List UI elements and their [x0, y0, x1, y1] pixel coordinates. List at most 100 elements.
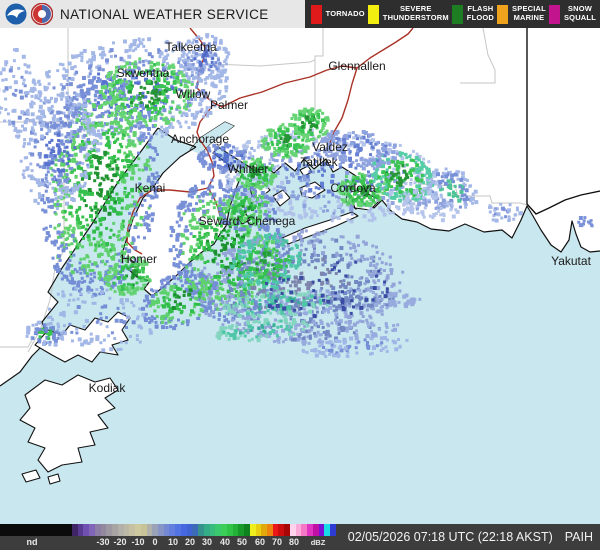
- colorbar-segment: [330, 524, 336, 536]
- city-label-anchorage: Anchorage: [171, 132, 229, 146]
- legend-item-severe-thunderstorm: SEVERE THUNDERSTORM: [367, 0, 449, 28]
- colorbar-segment: [324, 524, 331, 536]
- colorbar-tick: -30: [96, 537, 110, 547]
- colorbar-tick: 20: [184, 537, 196, 547]
- colorbar-tick: 40: [219, 537, 231, 547]
- colorbar-tick: -20: [113, 537, 127, 547]
- radar-map[interactable]: Talkeetna Skwentna Willow Palmer Glennallen A…: [0, 28, 600, 524]
- colorbar-segment: [278, 524, 285, 536]
- city-label-willow: Willow: [176, 87, 211, 101]
- colorbar-tick: 10: [167, 537, 179, 547]
- colorbar-segment: [135, 524, 141, 536]
- colorbar-segment: [169, 524, 176, 536]
- colorbar-unit-label: dBZ: [310, 538, 326, 547]
- bottom-bar: nd -30 -20 -10 0 10 20 30 40 50 60 70 80 dBZ 02/05/20…: [0, 524, 600, 550]
- border-line: [526, 28, 600, 215]
- colorbar-segment: [238, 524, 245, 536]
- city-label-tatitlek: Tatitlek: [300, 155, 338, 169]
- timestamp: 02/05/2026 07:18 UTC (22:18 AKST): [347, 530, 553, 544]
- colorbar-tick: 80: [288, 537, 300, 547]
- colorbar: [0, 524, 336, 536]
- legend-item-special-marine: SPECIAL MARINE: [497, 0, 546, 28]
- colorbar-segment: [129, 524, 136, 536]
- colorbar-segment: [180, 524, 187, 536]
- city-label-skwentna: Skwentna: [117, 66, 170, 80]
- colorbar-tick: 30: [201, 537, 213, 547]
- city-label-cordova: Cordova: [330, 181, 376, 195]
- colorbar-nd-segment: [0, 524, 72, 536]
- colorbar-tick: 60: [254, 537, 266, 547]
- colorbar-segment: [100, 524, 107, 536]
- colorbar-tick: 0: [152, 537, 158, 547]
- city-label-glennallen: Glennallen: [328, 59, 385, 73]
- header-bar: NATIONAL WEATHER SERVICE TORNADO SEVERE T…: [0, 0, 600, 28]
- colorbar-segment: [117, 524, 124, 536]
- legend-label: SEVERE THUNDERSTORM: [382, 4, 449, 22]
- colorbar-segment: [295, 524, 302, 536]
- colorbar-segment: [72, 524, 78, 536]
- colorbar-segment: [203, 524, 210, 536]
- city-label-kodiak: Kodiak: [89, 381, 127, 395]
- colorbar-segment: [198, 524, 204, 536]
- colorbar-segment: [158, 524, 164, 536]
- colorbar-segment: [175, 524, 181, 536]
- colorbar-segment: [226, 524, 233, 536]
- legend-item-snow-squall: SNOW SQUALL: [548, 0, 596, 28]
- legend-label: FLASH FLOOD: [466, 4, 495, 22]
- colorbar-segment: [221, 524, 227, 536]
- warning-legend: TORNADO SEVERE THUNDERSTORM FLASH FLOOD SPE…: [304, 0, 600, 28]
- city-label-talkeetna: Talkeetna: [165, 40, 217, 54]
- colorbar-segment: [312, 524, 319, 536]
- colorbar-segment: [186, 524, 193, 536]
- legend-label: TORNADO: [325, 8, 365, 18]
- city-label-yakutat: Yakutat: [551, 254, 591, 268]
- colorbar-tick: 70: [271, 537, 283, 547]
- colorbar-segment: [106, 524, 113, 536]
- colorbar-segment: [232, 524, 239, 536]
- colorbar-tick: -10: [131, 537, 145, 547]
- legend-item-flash-flood: FLASH FLOOD: [451, 0, 495, 28]
- colorbar-segment: [215, 524, 222, 536]
- colorbar-tick: 50: [236, 537, 248, 547]
- status-area: 02/05/2026 07:18 UTC (22:18 AKST) PAIH: [336, 524, 600, 550]
- colorbar-tick: nd: [26, 537, 38, 547]
- nws-logo-icon: [31, 3, 53, 25]
- colorbar-segment: [192, 524, 199, 536]
- colorbar-segment: [209, 524, 216, 536]
- colorbar-segment: [261, 524, 267, 536]
- colorbar-segment: [244, 524, 250, 536]
- city-label-seward: Seward: [199, 214, 240, 228]
- colorbar-segment: [318, 524, 325, 536]
- colorbar-segment: [249, 524, 256, 536]
- radar-echoes: [0, 33, 594, 358]
- colorbar-segment: [94, 524, 101, 536]
- colorbar-segment: [289, 524, 296, 536]
- colorbar-segment: [77, 524, 84, 536]
- knik-arm-fill: [190, 122, 234, 154]
- colorbar-segment: [89, 524, 95, 536]
- colorbar-segment: [140, 524, 147, 536]
- legend-item-tornado: TORNADO: [310, 0, 365, 28]
- colorbar-segment: [284, 524, 290, 536]
- city-label-chenega: Chenega: [247, 214, 296, 228]
- legend-swatch-icon: [451, 4, 463, 24]
- city-label-whittier: Whittier: [228, 162, 269, 176]
- legend-label: SNOW SQUALL: [563, 4, 596, 22]
- colorbar-segment: [255, 524, 262, 536]
- logo-group: [0, 3, 53, 25]
- legend-swatch-icon: [548, 4, 560, 24]
- station-id: PAIH: [564, 530, 593, 544]
- legend-swatch-icon: [367, 4, 379, 24]
- colorbar-segment: [112, 524, 118, 536]
- city-label-homer: Homer: [121, 252, 157, 266]
- legend-swatch-icon: [310, 4, 322, 24]
- noaa-logo-icon: [5, 3, 27, 25]
- colorbar-segment: [152, 524, 159, 536]
- agency-title: NATIONAL WEATHER SERVICE: [60, 6, 269, 22]
- city-label-kenai: Kenai: [135, 181, 166, 195]
- colorbar-segment: [307, 524, 313, 536]
- colorbar-segment: [266, 524, 273, 536]
